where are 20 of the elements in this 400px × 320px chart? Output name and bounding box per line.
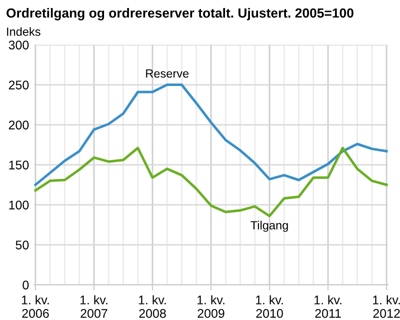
y-tick-label: 300 bbox=[8, 40, 29, 50]
x-tick-label: 1. kv. 2008 bbox=[138, 295, 166, 318]
x-tick-label: 1. kv. 2007 bbox=[80, 295, 108, 318]
series-label: Reserve bbox=[146, 69, 189, 78]
x-tick-label: 1. kv. 2011 bbox=[314, 295, 342, 318]
x-tick-label: 1. kv. 2006 bbox=[22, 295, 49, 318]
y-tick-label: 250 bbox=[8, 80, 29, 90]
y-tick-label: 100 bbox=[9, 200, 29, 210]
line-series bbox=[34, 146, 388, 218]
line-series bbox=[34, 84, 388, 186]
series-label: Tilgang bbox=[250, 220, 288, 232]
x-tick-label: 1. kv. 2009 bbox=[197, 295, 224, 318]
y-tick-label: 150 bbox=[9, 160, 29, 170]
x-tick-label: 1. kv. 2010 bbox=[256, 295, 283, 318]
y-tick-label: 200 bbox=[8, 120, 29, 130]
chart-title: Ordretilgang og ordrereserver totalt. Ujustert. 2005=100 bbox=[6, 8, 354, 20]
y-tick-label: 0 bbox=[22, 280, 29, 290]
x-tick-label: 1. kv. 2012 bbox=[373, 295, 400, 318]
y-axis-title: Indeks bbox=[7, 27, 40, 36]
y-tick-label: 50 bbox=[16, 240, 29, 250]
